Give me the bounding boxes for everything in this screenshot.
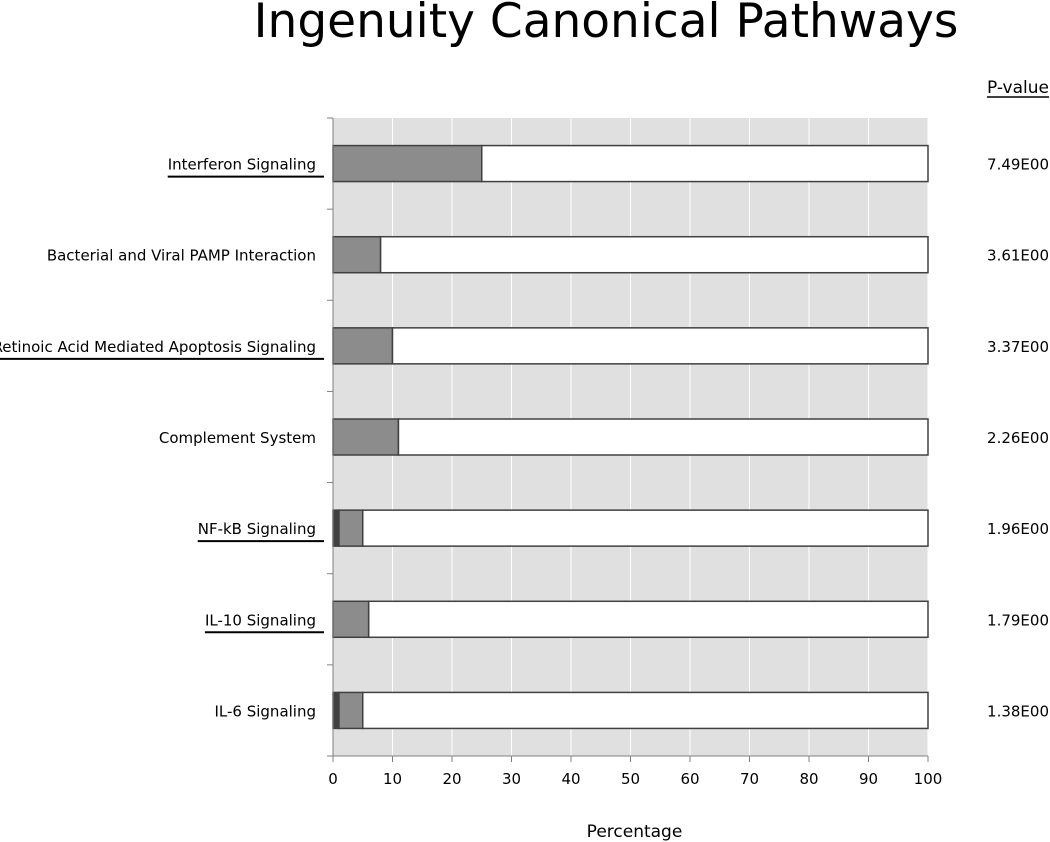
- bar-segment: [338, 691, 364, 730]
- x-tick-label: 50: [621, 770, 640, 788]
- x-tick-label: 40: [561, 770, 580, 788]
- bar-segment: [332, 509, 340, 547]
- bar-segment: [338, 509, 364, 547]
- x-tick-label: 70: [740, 770, 759, 788]
- category-label: Bacterial and Viral PAMP Interaction: [47, 247, 316, 265]
- bar-segment: [332, 418, 400, 456]
- p-value-header: P-value: [987, 78, 1049, 98]
- x-axis-label: Percentage: [587, 822, 683, 842]
- bar-segment: [362, 509, 929, 547]
- axes: [327, 117, 929, 762]
- bars: [332, 144, 929, 730]
- x-tick-label: 60: [680, 770, 699, 788]
- x-tick-label: 80: [799, 770, 818, 788]
- p-value: 3.37E00: [987, 338, 1049, 356]
- bar-segment: [367, 600, 929, 639]
- x-tick-label: 0: [328, 770, 338, 788]
- bar-segment: [332, 327, 394, 365]
- x-tick-label: 90: [859, 770, 878, 788]
- p-value: 1.96E00: [987, 520, 1049, 538]
- p-value: 3.61E00: [987, 247, 1049, 265]
- category-label: Retinoic Acid Mediated Apoptosis Signali…: [0, 338, 316, 356]
- x-tick-label: 100: [914, 770, 943, 788]
- category-label: Complement System: [159, 429, 316, 447]
- x-tick-label: 20: [442, 770, 461, 788]
- p-value: 1.38E00: [987, 702, 1049, 720]
- bar-segment: [362, 691, 929, 730]
- p-value: 1.79E00: [987, 611, 1049, 629]
- p-value: 2.26E00: [987, 429, 1049, 447]
- category-label: IL-10 Signaling: [205, 611, 316, 629]
- bar-segment: [397, 418, 929, 456]
- bar-segment: [391, 327, 929, 365]
- bar-segment: [332, 600, 370, 639]
- p-value: 7.49E00: [987, 156, 1049, 174]
- category-label: IL-6 Signaling: [214, 702, 316, 720]
- bar-segment: [379, 235, 929, 274]
- bar-segment: [332, 235, 382, 274]
- x-tick-label: 10: [383, 770, 402, 788]
- bar-segment: [332, 144, 483, 183]
- category-label: Interferon Signaling: [168, 156, 316, 174]
- labels: Interferon Signaling 7.49E00 Bacterial and…: [0, 78, 1049, 842]
- x-tick-label: 30: [502, 770, 521, 788]
- category-label: NF-kB Signaling: [198, 520, 316, 538]
- bar-segment: [481, 144, 929, 183]
- bar-segment: [332, 691, 340, 730]
- chart-title: Ingenuity Canonical Pathways: [253, 0, 959, 49]
